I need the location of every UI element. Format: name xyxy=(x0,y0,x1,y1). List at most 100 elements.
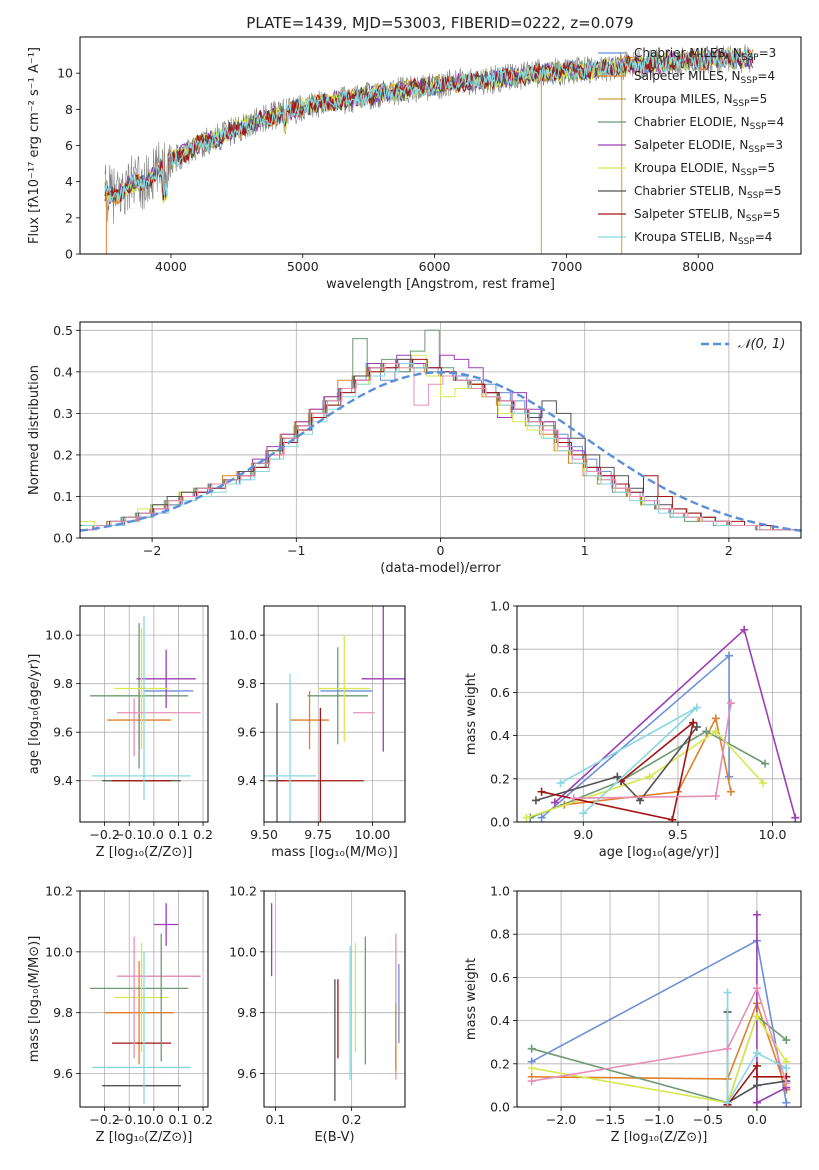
spectrum-xlabel: wavelength [Angstrom, rest frame] xyxy=(326,277,555,292)
ebv-mass-xtick-label-1: 0.2 xyxy=(342,1112,362,1127)
age-weight-line-6 xyxy=(541,720,695,821)
z-weight-marker-7-3 xyxy=(782,1064,791,1073)
spectrum-legend-label-1: Salpeter MILES, NSSP=4 xyxy=(634,69,775,86)
residuals-ytick-label-4: 0.4 xyxy=(53,364,73,379)
spectrum-ytick-label-1: 2 xyxy=(65,210,73,225)
z-age-xtick-label-0: −0.2 xyxy=(89,827,119,842)
mass-age-axes: 9.50 9.75 10.00 9.4 9.6 9.8 10.0 mass [log₁₀(M/… xyxy=(229,606,405,860)
ebv-mass-ytick-label-0: 9.6 xyxy=(237,1066,257,1081)
spectrum-legend-label-8: Kroupa STELIB, NSSP=4 xyxy=(634,230,772,247)
ebv-mass-frame xyxy=(263,890,406,1108)
z-mass-ytick-label-2: 10.0 xyxy=(45,944,73,959)
z-weight-xlabel: Z [log₁₀(Z/Z⊙)] xyxy=(611,1130,708,1145)
z-weight-marker-7-2 xyxy=(752,1049,761,1057)
spectrum-model-line-7 xyxy=(105,48,754,202)
z-age-ytick-label-0: 9.4 xyxy=(53,773,73,788)
z-age-xtick-label-3: 0.1 xyxy=(169,827,189,842)
residuals-xlabel: (data-model)/error xyxy=(380,561,501,576)
age-weight-marker-7-2 xyxy=(579,809,588,818)
age-weight-marker-1-2 xyxy=(711,714,720,723)
spectrum-ytick-label-0: 0 xyxy=(65,247,73,262)
spectrum-legend-label-4: Salpeter ELODIE, NSSP=3 xyxy=(634,138,783,155)
age-weight-marker-0-1 xyxy=(725,651,734,660)
age-weight-marker-1-3 xyxy=(726,787,735,796)
age-weight-ytick-label-2: 0.4 xyxy=(490,728,510,743)
z-age-ytick-label-2: 9.8 xyxy=(53,676,73,691)
age-weight-marker-8-2 xyxy=(726,699,735,708)
z-weight-ytick-label-4: 0.8 xyxy=(490,927,510,942)
z-weight-marker-4-0 xyxy=(527,1064,536,1073)
mass-age-plot xyxy=(264,606,405,822)
spectrum-legend-label-0: Chabrier MILES, NSSP=3 xyxy=(634,46,776,63)
spectrum-xtick-label-3: 7000 xyxy=(550,259,582,274)
mass-age-ytick-label-3: 10.0 xyxy=(229,628,257,643)
age-weight-marker-7-0 xyxy=(556,779,565,788)
residuals-ytick-label-0: 0.0 xyxy=(53,531,73,546)
age-weight-marker-4-3 xyxy=(759,779,768,788)
z-mass-xtick-label-4: 0.2 xyxy=(193,1112,213,1127)
spectrum-legend-label-7: Salpeter STELIB, NSSP=5 xyxy=(634,207,780,224)
mass-age-frame xyxy=(263,605,406,823)
spectrum-legend-label-2: Kroupa MILES, NSSP=5 xyxy=(634,92,767,109)
age-weight-ytick-label-5: 1.0 xyxy=(490,599,510,614)
z-weight-marker-2-0 xyxy=(527,1044,536,1053)
age-weight-marker-2-3 xyxy=(761,759,770,768)
z-weight-line-8 xyxy=(531,986,788,1084)
z-weight-marker-7-0 xyxy=(723,988,732,997)
z-mass-axes: −0.2−0.1 0.0 0.1 0.2 9.6 9.8 10.0 10.2 Z [log₁₀(… xyxy=(27,884,213,1146)
age-weight-ytick-label-0: 0.0 xyxy=(490,815,510,830)
spectrum-xtick-label-1: 5000 xyxy=(287,259,319,274)
z-weight-marker-8-0 xyxy=(527,1077,536,1086)
residuals-legend: 𝒩(0, 1) xyxy=(701,337,785,352)
ebv-mass-xlabel: E(B-V) xyxy=(314,1130,354,1145)
spectrum-legend-label-3: Chabrier ELODIE, NSSP=4 xyxy=(634,115,784,132)
age-weight-marker-5-0 xyxy=(531,796,540,805)
spectrum-xtick-label-4: 8000 xyxy=(682,259,714,274)
ebv-mass-ytick-label-1: 9.8 xyxy=(237,1005,257,1020)
residuals-xtick-label-4: 2 xyxy=(725,543,733,558)
residuals-ytick-label-3: 0.3 xyxy=(53,406,73,421)
age-weight-ylabel: mass weight xyxy=(464,673,479,755)
residuals-histogram-6 xyxy=(81,358,801,531)
mass-age-xtick-label-1: 9.75 xyxy=(304,827,332,842)
z-weight-xtick-label-0: −2.0 xyxy=(546,1112,576,1127)
z-weight-marker-6-2 xyxy=(752,1072,761,1081)
z-age-xtick-label-1: −0.1 xyxy=(114,827,144,842)
age-weight-marker-5-3 xyxy=(692,722,701,731)
spectrum-xtick-label-2: 6000 xyxy=(419,259,451,274)
residuals-ytick-label-5: 0.5 xyxy=(53,323,73,338)
z-weight-line-6 xyxy=(726,1063,787,1106)
age-weight-marker-2-2 xyxy=(702,727,711,736)
age-weight-frame xyxy=(516,605,802,823)
age-weight-line-4 xyxy=(526,730,764,819)
z-weight-xtick-label-1: −1.5 xyxy=(595,1112,625,1127)
age-weight-line-5 xyxy=(535,726,698,802)
z-weight-marker-4-2 xyxy=(752,1012,761,1021)
spectrum-ylabel: Flux [fλ10⁻¹⁷ erg cm⁻² s⁻¹ A⁻¹] xyxy=(27,47,42,244)
mass-age-xlabel: mass [log₁₀(M/M⊙)] xyxy=(271,845,398,860)
age-weight-marker-4-1 xyxy=(645,772,654,781)
z-weight-line-1 xyxy=(531,1000,788,1090)
age-weight-ytick-label-4: 0.8 xyxy=(490,642,510,657)
age-weight-marker-4-0 xyxy=(522,813,531,822)
spectrum-legend: Chabrier MILES, NSSP=3 Salpeter MILES, NS… xyxy=(598,46,784,247)
z-weight-xtick-label-2: −1.0 xyxy=(644,1112,674,1127)
z-weight-marker-2-3 xyxy=(782,1036,791,1045)
z-mass-xlabel: Z [log₁₀(Z/Z⊙)] xyxy=(96,1130,193,1145)
z-mass-xtick-label-1: −0.1 xyxy=(114,1112,144,1127)
z-age-plot xyxy=(89,615,201,801)
age-weight-marker-7-1 xyxy=(692,703,701,712)
age-weight-marker-8-1 xyxy=(711,792,720,801)
ebv-mass-ytick-label-3: 10.2 xyxy=(229,884,257,899)
residuals-xtick-label-3: 1 xyxy=(581,543,589,558)
residuals-histogram-8 xyxy=(82,363,801,531)
age-weight-ytick-label-3: 0.6 xyxy=(490,685,510,700)
z-mass-xtick-label-3: 0.1 xyxy=(169,1112,189,1127)
z-weight-xtick-label-4: 0.0 xyxy=(747,1112,767,1127)
mass-age-xtick-label-0: 9.50 xyxy=(250,827,278,842)
z-age-ytick-label-3: 10.0 xyxy=(45,628,73,643)
z-age-xtick-label-2: 0.0 xyxy=(144,827,164,842)
age-weight-marker-0-0 xyxy=(537,813,546,822)
age-weight-xtick-label-1: 9.5 xyxy=(668,827,688,842)
